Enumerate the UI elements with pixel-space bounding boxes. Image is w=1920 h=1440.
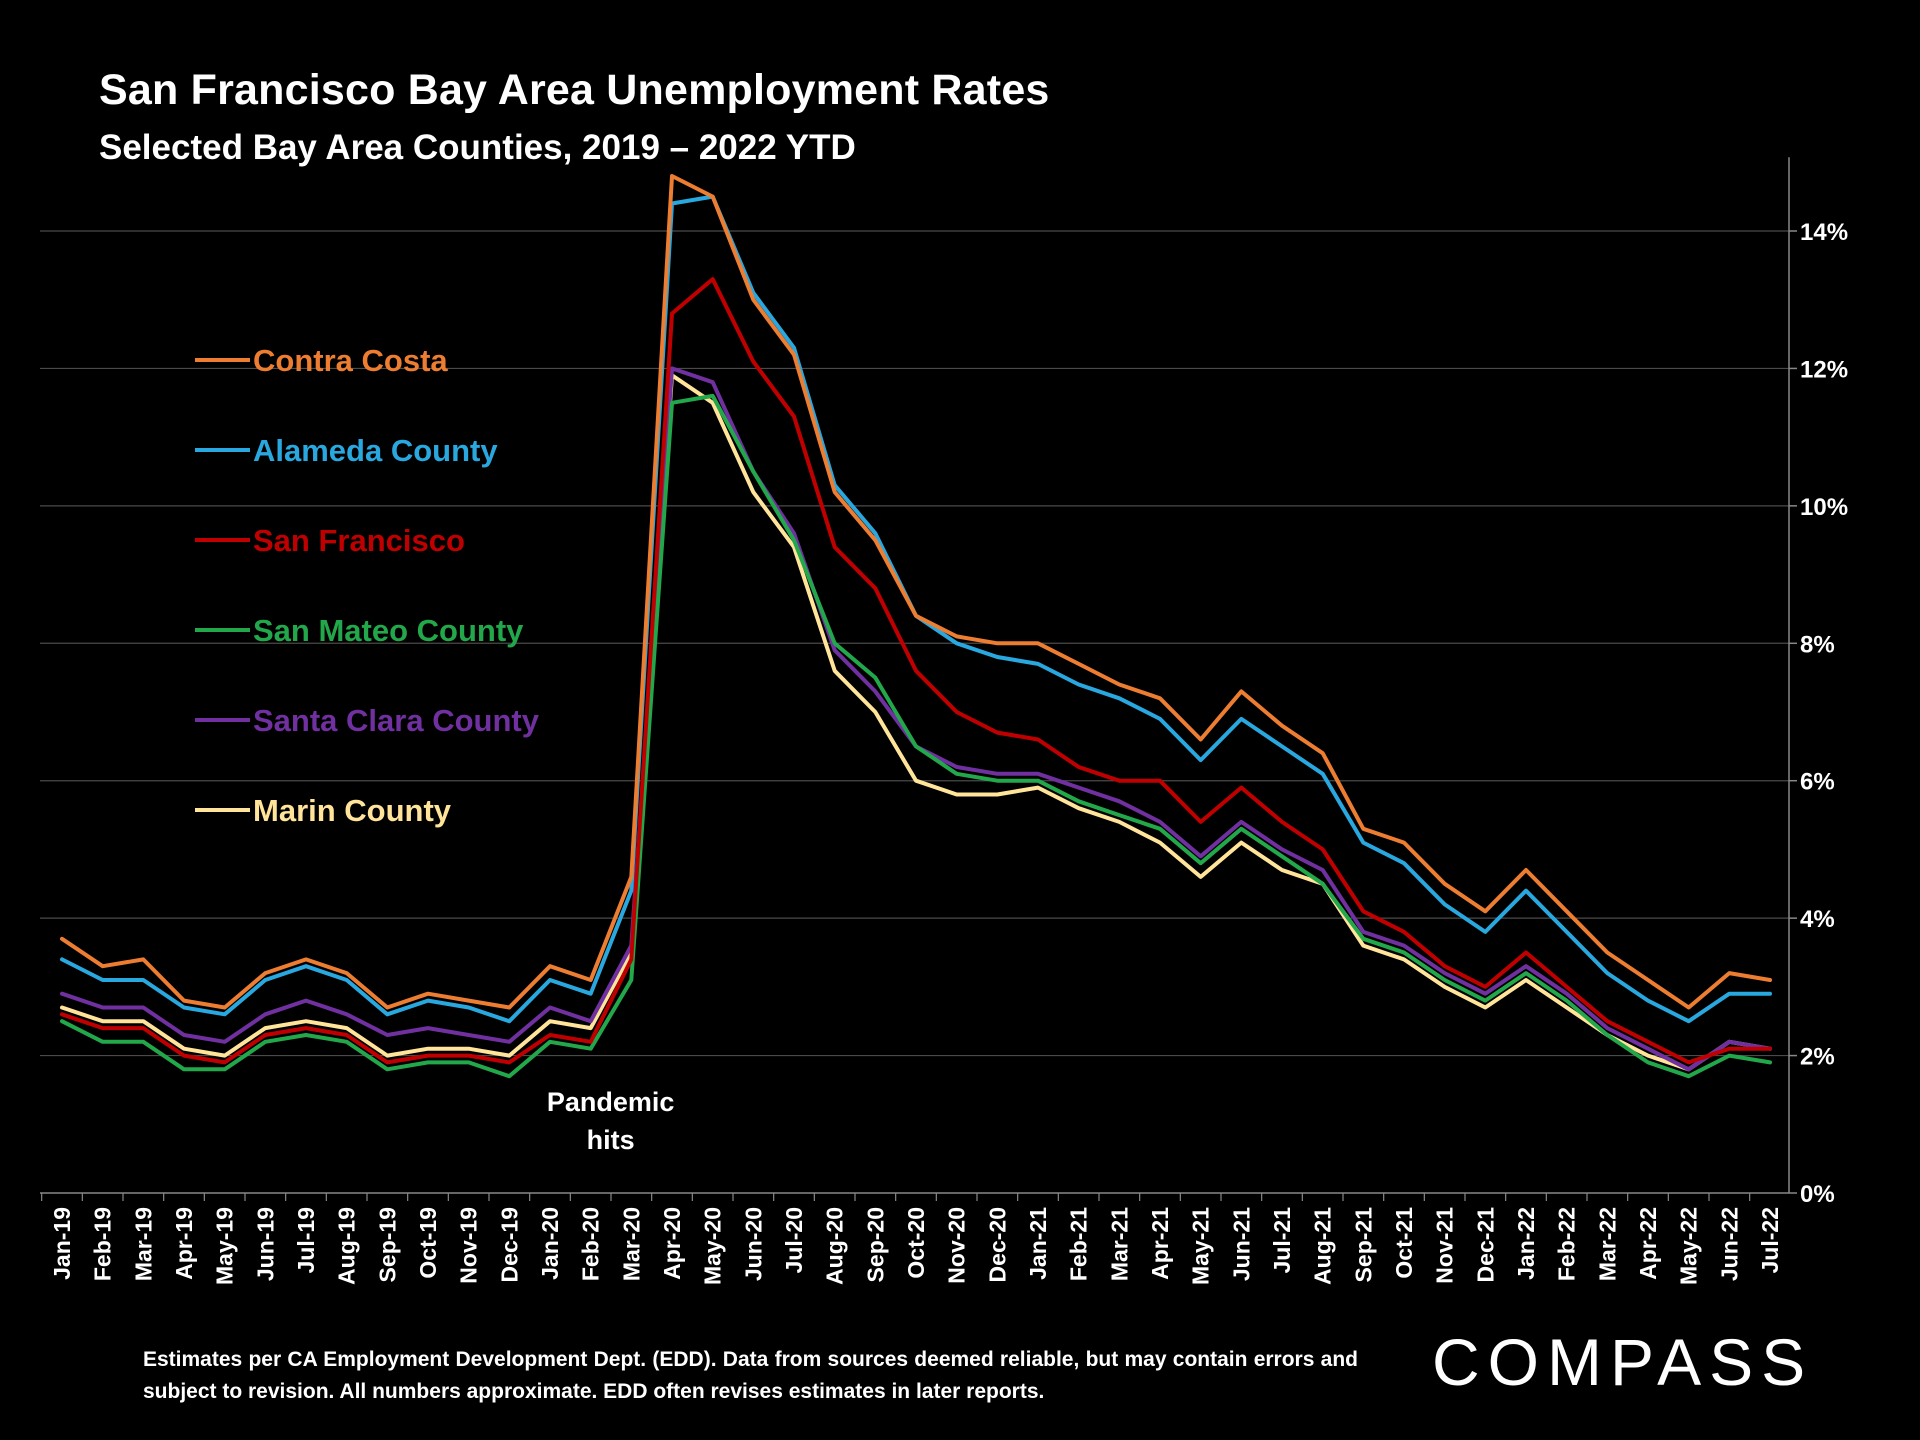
x-tick-label: Sep-21	[1350, 1207, 1376, 1283]
x-tick-label: Nov-19	[456, 1207, 482, 1284]
legend-label-contra-costa: Contra Costa	[253, 343, 448, 378]
y-tick-label: 6%	[1800, 769, 1835, 796]
x-tick-label: Oct-19	[415, 1207, 441, 1279]
legend-label-santa-clara-county: Santa Clara County	[253, 703, 540, 738]
annotation-label: hits	[587, 1125, 635, 1155]
x-tick-label: Jul-19	[293, 1207, 319, 1273]
y-tick-label: 0%	[1800, 1181, 1835, 1208]
series-line-marin-county	[60, 373, 1772, 1072]
series-line-san-francisco	[60, 277, 1772, 1065]
x-tick-label: Jul-22	[1757, 1207, 1783, 1273]
x-tick-label: Jul-20	[781, 1207, 807, 1273]
footnote: Estimates per CA Employment Development …	[143, 1348, 1358, 1403]
annotation-label: Pandemic	[547, 1087, 675, 1117]
x-tick-label: Oct-21	[1391, 1207, 1417, 1279]
x-tick-label: Feb-22	[1554, 1207, 1580, 1281]
x-tick-label: May-22	[1676, 1207, 1702, 1285]
x-tick-label: Jan-20	[537, 1207, 563, 1280]
x-tick-label: May-21	[1188, 1207, 1214, 1285]
x-tick-label: Mar-22	[1594, 1207, 1620, 1281]
x-tick-label: Aug-20	[822, 1207, 848, 1285]
y-tick-label: 10%	[1800, 494, 1848, 521]
x-tick-label: Dec-20	[984, 1207, 1010, 1282]
x-tick-label: Feb-19	[90, 1207, 116, 1281]
x-tick-label: Apr-20	[659, 1207, 685, 1280]
x-tick-label: Sep-19	[374, 1207, 400, 1282]
y-tick-label: 2%	[1800, 1044, 1835, 1071]
series-line-alameda-county	[60, 194, 1772, 1024]
y-tick-label: 12%	[1800, 356, 1848, 383]
series-line-san-mateo-county	[60, 393, 1772, 1079]
x-tick-label: Jun-22	[1716, 1207, 1742, 1281]
legend-label-san-francisco: San Francisco	[253, 523, 465, 558]
x-tick-label: May-20	[700, 1207, 726, 1285]
y-tick-label: 14%	[1800, 219, 1848, 246]
x-tick-label: Jul-21	[1269, 1207, 1295, 1274]
x-tick-label: Jan-21	[1025, 1207, 1051, 1280]
x-tick-label: Mar-21	[1106, 1207, 1132, 1281]
x-tick-label: Nov-21	[1432, 1207, 1458, 1284]
legend-label-alameda-county: Alameda County	[253, 433, 498, 468]
x-tick-label: May-19	[212, 1207, 238, 1285]
x-tick-label: Jun-19	[252, 1207, 278, 1281]
x-tick-label: Mar-19	[130, 1207, 156, 1281]
y-tick-label: 4%	[1800, 906, 1835, 933]
x-tick-label: Dec-21	[1472, 1207, 1498, 1283]
x-tick-label: Sep-20	[862, 1207, 888, 1282]
x-tick-label: Feb-21	[1066, 1207, 1092, 1281]
x-tick-label: Mar-20	[618, 1207, 644, 1281]
y-tick-label: 8%	[1800, 631, 1835, 658]
x-tick-label: Jan-22	[1513, 1207, 1539, 1280]
chart-title: San Francisco Bay Area Unemployment Rate…	[99, 66, 1050, 114]
legend-label-san-mateo-county: San Mateo County	[253, 613, 524, 648]
x-tick-label: Jan-19	[49, 1207, 75, 1280]
series-line-contra-costa	[60, 174, 1772, 1010]
x-tick-label: Dec-19	[496, 1207, 522, 1282]
chart-subtitle: Selected Bay Area Counties, 2019 – 2022 …	[99, 128, 856, 167]
x-tick-label: Oct-20	[903, 1207, 929, 1279]
x-tick-label: Apr-22	[1635, 1207, 1661, 1280]
x-tick-label: Feb-20	[578, 1207, 604, 1281]
x-tick-label: Jun-21	[1228, 1207, 1254, 1281]
x-tick-label: Aug-19	[334, 1207, 360, 1285]
x-tick-label: Aug-21	[1310, 1207, 1336, 1285]
legend-label-marin-county: Marin County	[253, 793, 452, 828]
x-tick-label: Nov-20	[944, 1207, 970, 1284]
x-tick-label: Jun-20	[740, 1207, 766, 1281]
compass-logo: COMPASS	[1432, 1325, 1814, 1399]
x-tick-label: Apr-21	[1147, 1207, 1173, 1280]
x-tick-label: Apr-19	[171, 1207, 197, 1280]
